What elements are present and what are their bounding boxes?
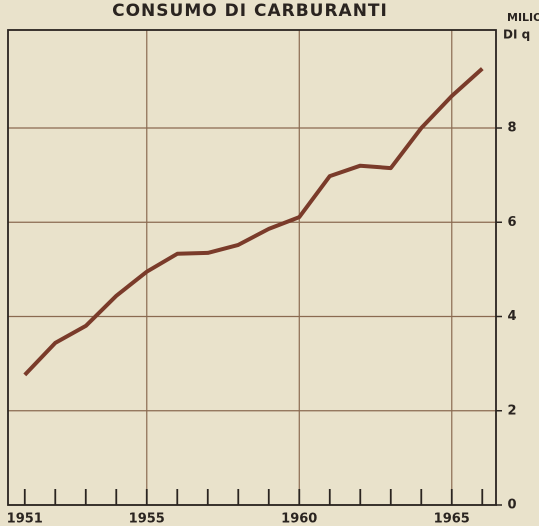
- x-tick-label: 1960: [281, 512, 317, 526]
- y-axis-label: MILIONI: [507, 11, 539, 24]
- y-tick-label: 0: [507, 498, 516, 513]
- x-tick-label: 1951: [7, 512, 43, 526]
- y-tick-label: 4: [507, 309, 516, 324]
- y-axis-label: DI q: [503, 28, 530, 42]
- y-tick-label: 8: [507, 121, 516, 136]
- y-tick-label: 2: [507, 403, 516, 418]
- y-tick-label: 6: [507, 215, 516, 230]
- plot-frame: [7, 29, 497, 506]
- chart-title: CONSUMO DI CARBURANTI: [112, 1, 388, 21]
- data-line: [23, 67, 484, 377]
- x-tick-label: 1965: [434, 512, 470, 526]
- x-tick-label: 1955: [129, 512, 165, 526]
